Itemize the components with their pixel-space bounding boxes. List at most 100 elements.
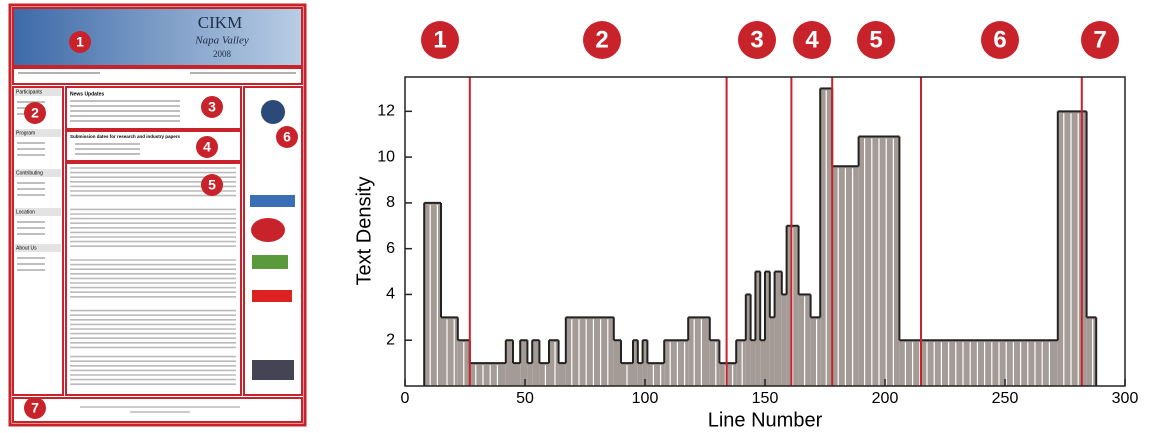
nav-column: [12, 86, 64, 396]
nav-heading-bg: [15, 244, 61, 252]
region-marker: [583, 21, 621, 59]
bar: [750, 340, 756, 386]
bar: [441, 317, 458, 386]
y-tick-label: 10: [377, 148, 395, 165]
x-tick-label: 50: [516, 390, 534, 407]
region-marker: [1081, 21, 1119, 59]
sponsor-logo: [251, 218, 285, 242]
nav-heading: Contributing: [16, 170, 43, 176]
bar: [424, 202, 441, 386]
sponsor-logo: [252, 360, 294, 380]
bar: [769, 317, 775, 386]
info-strip: [12, 67, 303, 85]
bar: [513, 363, 521, 386]
bar: [549, 340, 559, 386]
y-tick-label: 12: [377, 103, 395, 120]
region-marker: [738, 21, 776, 59]
y-axis-label: Text Density: [353, 177, 375, 286]
bar: [709, 340, 720, 386]
header: [12, 7, 303, 67]
bar: [899, 340, 1058, 386]
news-heading: News Updates: [70, 91, 104, 97]
sponsor-logo: [250, 195, 295, 207]
bar: [765, 271, 770, 386]
region-number: 1: [433, 26, 446, 53]
x-tick-label: 250: [992, 390, 1019, 407]
bar: [688, 317, 710, 386]
site-subtitle: Napa Valley: [194, 35, 249, 47]
region-number: 4: [805, 26, 819, 53]
bar: [558, 363, 566, 386]
region-marker: [981, 21, 1019, 59]
nav-heading-bg: [15, 208, 61, 216]
site-year: 2008: [213, 49, 232, 59]
region-number: 4: [203, 139, 211, 155]
dates-heading: Submission dates for research and indust…: [70, 134, 181, 139]
nav-heading: Program: [16, 130, 35, 136]
sponsor-logo: [261, 100, 285, 124]
y-tick-label: 2: [386, 331, 395, 348]
y-tick-label: 6: [386, 240, 395, 257]
region-marker: [69, 31, 91, 53]
bar: [719, 363, 737, 386]
region-number: 1: [76, 34, 84, 50]
region-marker: [276, 126, 298, 148]
nav-heading: About Us: [16, 245, 37, 251]
x-tick-label: 150: [752, 390, 779, 407]
region-number: 7: [31, 400, 39, 416]
region-number: 6: [283, 129, 291, 145]
region-number: 3: [208, 99, 216, 115]
region-marker: [793, 21, 831, 59]
site-title: CIKM: [198, 13, 242, 32]
bar: [736, 340, 746, 386]
bar: [532, 340, 540, 386]
bar: [774, 271, 782, 386]
bar: [565, 317, 614, 386]
bar: [505, 340, 513, 386]
region-marker: [24, 397, 46, 419]
region-number: 7: [1093, 26, 1106, 53]
nav-heading-bg: [15, 169, 61, 177]
nav-heading-bg: [15, 88, 61, 96]
region-marker: [201, 96, 223, 118]
footer: [12, 397, 303, 423]
bar: [781, 294, 787, 386]
x-tick-label: 300: [1112, 390, 1139, 407]
bar: [613, 340, 621, 386]
bar: [642, 340, 648, 386]
bar: [633, 340, 638, 386]
x-tick-label: 100: [632, 390, 659, 407]
nav-heading-bg: [15, 129, 61, 137]
region-marker: [421, 21, 459, 59]
x-tick-label: 0: [401, 390, 410, 407]
region-number: 2: [595, 26, 608, 53]
bar: [745, 294, 751, 386]
region-number: 3: [750, 26, 763, 53]
bar: [527, 363, 533, 386]
region-number: 2: [31, 105, 39, 121]
x-tick-label: 200: [872, 390, 899, 407]
chart: Text Density Line Number 0 50 100 150 200 250…: [353, 76, 1139, 431]
bar: [1086, 317, 1097, 386]
nav-heading: Location: [16, 209, 35, 215]
region-marker: [196, 136, 218, 158]
bar: [539, 363, 549, 386]
bar: [810, 317, 821, 386]
bar: [755, 271, 761, 386]
region-marker: [857, 21, 895, 59]
y-tick-label: 8: [386, 194, 395, 211]
region-number: 6: [993, 26, 1006, 53]
bar: [760, 340, 765, 386]
y-tick-label: 4: [386, 286, 395, 303]
region-marker: [24, 102, 46, 124]
region-marker: [201, 174, 223, 196]
region-number: 5: [208, 177, 216, 193]
sponsor-logo: [252, 290, 292, 302]
x-axis-label: Line Number: [708, 409, 823, 431]
nav-heading: Participants: [16, 89, 43, 95]
region-number: 5: [869, 26, 882, 53]
bar: [520, 340, 528, 386]
bar: [647, 363, 665, 386]
bar: [637, 363, 643, 386]
